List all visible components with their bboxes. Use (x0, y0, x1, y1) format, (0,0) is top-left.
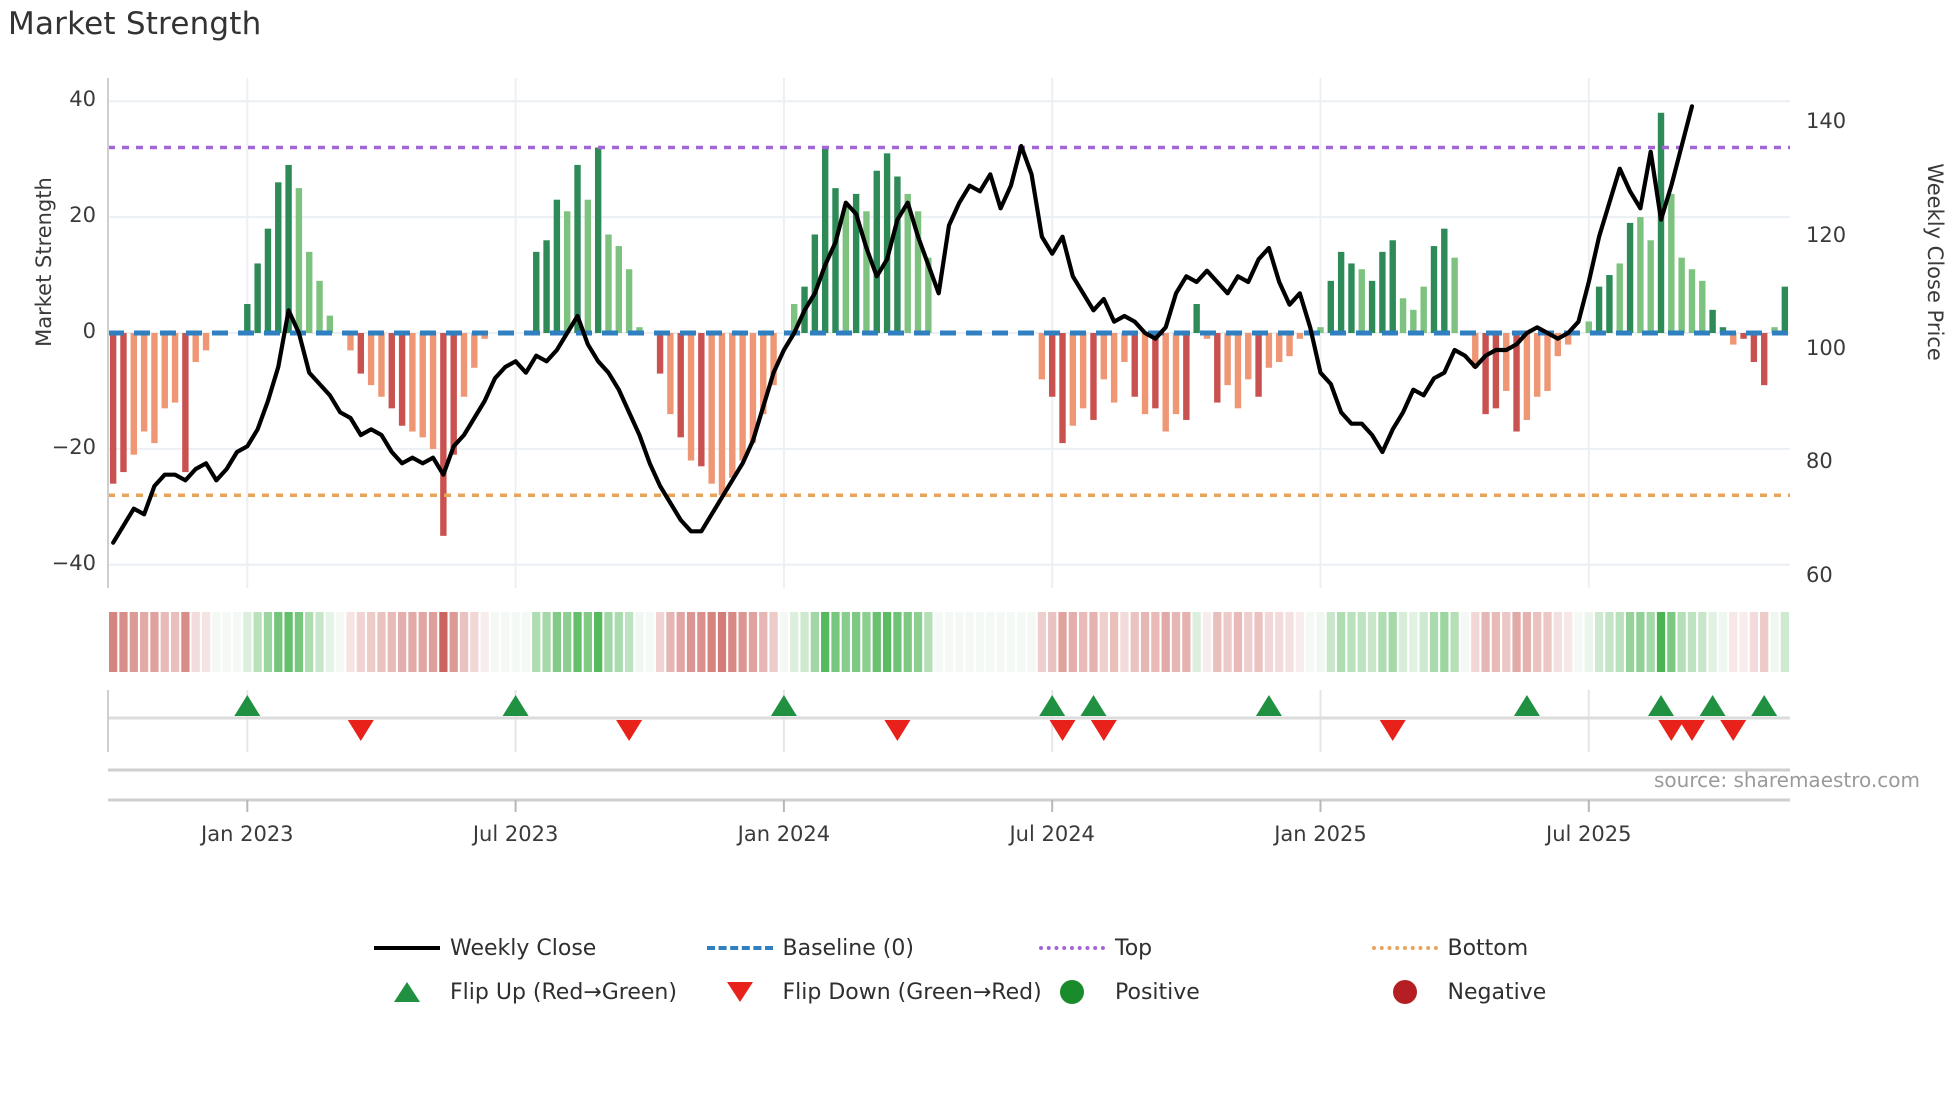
heatmap-strip (109, 612, 1789, 672)
legend-label: Positive (1115, 979, 1200, 1005)
legend-label: Bottom (1447, 935, 1529, 961)
reference-lines (108, 145, 1790, 498)
legend-item[interactable]: Flip Up (Red→Green) (370, 972, 703, 1012)
legend-label: Negative (1447, 979, 1547, 1005)
y-tick-label-left: 40 (69, 87, 96, 112)
legend-swatch-triangle-down-icon (703, 977, 777, 1007)
x-tick-label: Jan 2024 (737, 822, 831, 846)
legend-swatch-dotted-line-icon (1368, 933, 1442, 963)
x-tick-label: Jul 2023 (472, 822, 559, 846)
source-annotation: source: sharemaestro.com (1654, 768, 1920, 792)
legend-swatch-dotted-line-icon (1035, 933, 1109, 963)
y-tick-label-left: 20 (69, 203, 96, 228)
y-tick-label-left: 0 (82, 319, 96, 343)
legend-label: Top (1115, 935, 1153, 961)
x-tick-label: Jan 2023 (201, 822, 294, 846)
y-axis-label-right: Weekly Close Price (1923, 163, 1947, 361)
weekly-close-line (111, 104, 1695, 545)
chart-legend: Weekly Close Baseline (0) Top Bottom Flip U… (370, 928, 1700, 1018)
page-title: Market Strength (8, 6, 262, 42)
legend-item[interactable]: Positive (1035, 972, 1368, 1012)
legend-item[interactable]: Negative (1368, 972, 1701, 1012)
y-tick-label-right: 100 (1806, 336, 1847, 360)
x-tick-label: Jan 2025 (1274, 822, 1367, 846)
y-tick-label-right: 80 (1806, 449, 1833, 474)
y-tick-label-right: 120 (1806, 222, 1847, 247)
legend-item[interactable]: Weekly Close (370, 928, 703, 968)
y-tick-label-left: −20 (51, 434, 96, 459)
legend-label: Baseline (0) (782, 935, 914, 961)
strength-bars (109, 112, 1789, 536)
legend-label: Flip Up (Red→Green) (450, 979, 677, 1005)
flip-markers (108, 695, 1790, 741)
legend-label: Weekly Close (450, 935, 597, 961)
legend-swatch-solid-line-icon (370, 933, 444, 963)
y-axis-label-left: Market Strength (32, 177, 56, 347)
legend-item[interactable]: Flip Down (Green→Red) (703, 972, 1042, 1012)
y-tick-label-right: 140 (1806, 109, 1847, 134)
y-tick-label-right: 60 (1806, 562, 1833, 587)
legend-swatch-triangle-up-icon (370, 977, 444, 1007)
legend-swatch-dot-icon (1368, 977, 1442, 1007)
x-tick-label: Jul 2025 (1546, 822, 1632, 846)
axis-spines (107, 78, 1790, 812)
legend-item[interactable]: Top (1035, 928, 1368, 968)
legend-item[interactable]: Baseline (0) (703, 928, 1036, 968)
y-tick-label-left: −40 (51, 550, 96, 575)
legend-label: Flip Down (Green→Red) (782, 979, 1042, 1005)
legend-swatch-dashed-line-icon (703, 933, 777, 963)
x-tick-label: Jul 2024 (1009, 822, 1095, 846)
legend-swatch-dot-icon (1035, 977, 1109, 1007)
legend-item[interactable]: Bottom (1368, 928, 1701, 968)
